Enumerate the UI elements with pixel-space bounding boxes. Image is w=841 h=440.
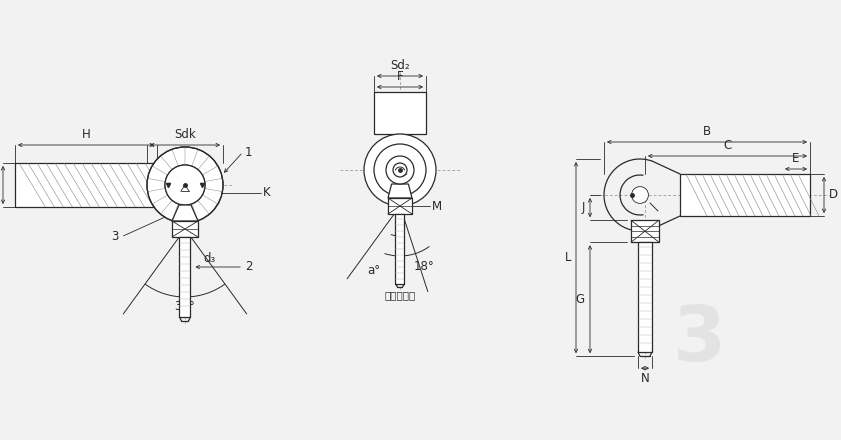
Text: d₃: d₃ — [203, 253, 215, 265]
Text: E: E — [792, 152, 800, 165]
Text: 2: 2 — [245, 260, 252, 274]
Circle shape — [165, 165, 205, 205]
Text: C: C — [723, 139, 732, 152]
Polygon shape — [388, 184, 412, 198]
Polygon shape — [395, 214, 405, 284]
Text: K: K — [263, 187, 271, 199]
Text: F: F — [397, 70, 404, 83]
Polygon shape — [15, 163, 163, 207]
Polygon shape — [172, 221, 198, 237]
Circle shape — [632, 187, 648, 203]
Polygon shape — [680, 174, 810, 216]
Text: 36°: 36° — [175, 301, 195, 313]
Text: 3: 3 — [112, 231, 119, 243]
Circle shape — [374, 144, 426, 196]
Polygon shape — [638, 242, 652, 352]
Wedge shape — [147, 147, 223, 223]
Polygon shape — [179, 237, 191, 317]
Text: a°: a° — [368, 264, 381, 276]
Polygon shape — [374, 92, 426, 134]
Text: J: J — [582, 201, 585, 214]
Text: L: L — [564, 251, 571, 264]
Text: B: B — [703, 125, 711, 138]
Polygon shape — [388, 198, 412, 214]
Text: 18°: 18° — [414, 260, 434, 272]
Text: H: H — [82, 128, 90, 141]
Polygon shape — [631, 220, 659, 242]
Circle shape — [386, 156, 414, 184]
Circle shape — [364, 134, 436, 206]
Text: G: G — [576, 293, 585, 306]
Text: N: N — [641, 372, 649, 385]
Text: Sd₂: Sd₂ — [390, 59, 410, 72]
Text: 3: 3 — [674, 303, 727, 377]
Circle shape — [393, 163, 407, 177]
Text: M: M — [432, 199, 442, 213]
Text: D: D — [829, 188, 838, 202]
Text: 1: 1 — [245, 146, 252, 158]
Text: Sdk: Sdk — [174, 128, 196, 141]
Polygon shape — [172, 205, 198, 221]
Text: 卡簧限位角: 卡簧限位角 — [384, 290, 415, 300]
